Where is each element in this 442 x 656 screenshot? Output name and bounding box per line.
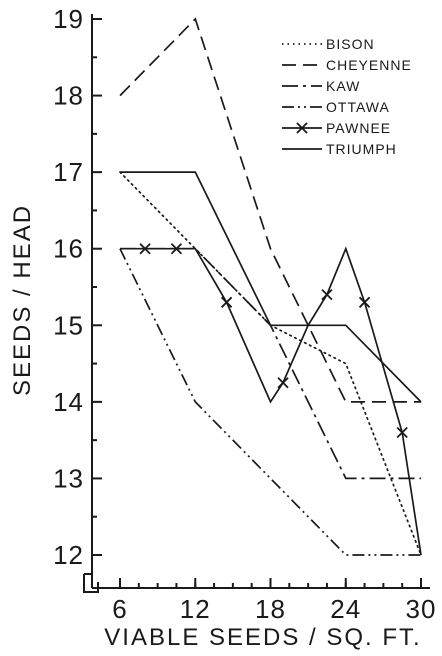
x-tick-label: 6 [112, 594, 127, 624]
legend-label-pawnee: PAWNEE [326, 120, 391, 136]
data-point-marker [358, 296, 371, 308]
series-line-kaw [120, 247, 421, 480]
series-line-cheyenne [119, 17, 421, 403]
series-triumph [120, 171, 422, 403]
series-line-bison [119, 171, 422, 556]
y-tick-label: 15 [53, 310, 84, 340]
y-tick-label: 12 [53, 540, 84, 570]
series-kaw [120, 247, 421, 480]
series-layer [119, 17, 422, 556]
y-tick-label: 14 [53, 387, 84, 417]
x-tick-label: 24 [330, 594, 361, 624]
series-pawnee [120, 243, 422, 556]
series-ottawa [119, 248, 421, 556]
legend-label-cheyenne: CHEYENNE [326, 57, 412, 73]
axis-break-marker [83, 573, 99, 593]
data-point-marker [396, 426, 408, 439]
x-axis-title: VIABLE SEEDS / SQ. FT. [104, 624, 421, 651]
y-tick-label: 17 [53, 157, 84, 187]
data-point-marker [321, 289, 333, 301]
legend-label-ottawa: OTTAWA [326, 99, 390, 115]
series-line-ottawa [119, 248, 421, 556]
y-tick-label: 18 [53, 81, 84, 111]
axes: 12 13 14 15 16 17 18 19 6 12 18 24 30 [53, 4, 437, 624]
y-tick-label: 16 [53, 234, 84, 264]
y-axis-title: SEEDS / HEAD [9, 204, 36, 396]
data-point-marker [139, 243, 151, 255]
series-line-triumph [120, 171, 422, 403]
data-point-marker [277, 377, 289, 389]
legend-label-bison: BISON [326, 36, 375, 52]
y-tick-label: 19 [53, 4, 84, 34]
series-bison [119, 171, 422, 556]
x-tick-label: 18 [255, 594, 286, 624]
x-tick-label: 12 [180, 594, 211, 624]
y-tick-label: 13 [53, 463, 84, 493]
data-point-marker [170, 243, 183, 255]
series-cheyenne [119, 17, 421, 403]
legend-label-triumph: TRIUMPH [326, 141, 397, 157]
legend-marker-pawnee [296, 122, 308, 134]
x-tick-label: 30 [406, 594, 437, 624]
legend-label-kaw: KAW [326, 78, 360, 94]
data-point-marker [220, 296, 233, 308]
legend: BISON CHEYENNE KAW OTTAWA PAWNEE TRIUMPH [282, 36, 412, 157]
